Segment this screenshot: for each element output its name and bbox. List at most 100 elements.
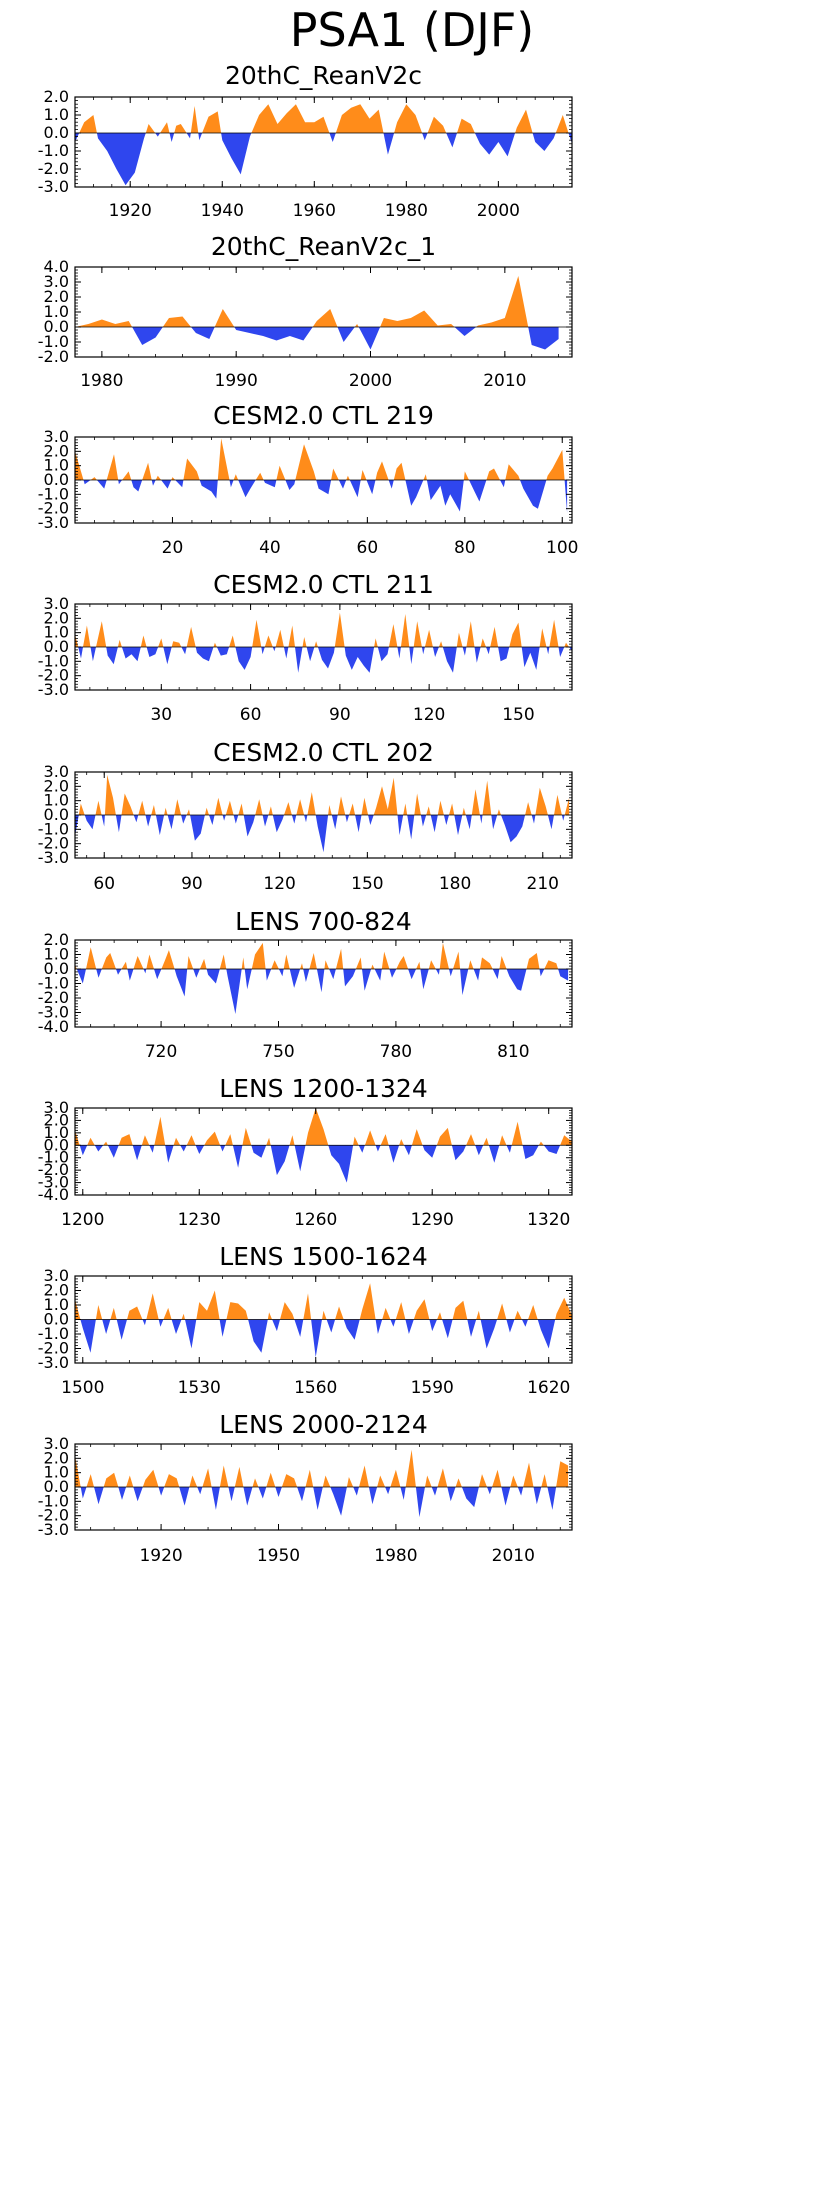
ytick-label: -4.0 xyxy=(38,1185,69,1204)
chart-panel: 20thC_ReanV2c_1 4.03.02.01.00.0-1.0-2.0 19… xyxy=(38,232,573,391)
ytick-label: 2.0 xyxy=(44,608,69,627)
xtick-label: 60 xyxy=(357,538,379,558)
xtick-label: 90 xyxy=(329,705,351,725)
xtick-label: 60 xyxy=(240,705,262,725)
ytick-label: 2.0 xyxy=(44,776,69,795)
ytick-label: -3.0 xyxy=(38,1353,69,1372)
xtick-label: 1920 xyxy=(109,201,152,221)
panel-title: CESM2.0 CTL 211 xyxy=(213,570,434,599)
negative-area xyxy=(75,815,570,853)
chart-panel: CESM2.0 CTL 219 3.02.01.00.0-1.0-2.0-3.0 2… xyxy=(38,401,579,558)
ytick-label: 2.0 xyxy=(44,287,69,306)
ytick-label: -3.0 xyxy=(38,680,69,699)
ytick-label: 2.0 xyxy=(44,441,69,460)
ytick-label: 2.0 xyxy=(44,87,69,106)
ytick-label: -1.0 xyxy=(38,332,69,351)
ytick-label: 2.0 xyxy=(44,1110,69,1129)
ytick-label: -1.0 xyxy=(38,974,69,993)
xtick-label: 120 xyxy=(413,705,445,725)
positive-area xyxy=(75,104,572,133)
ytick-label: 2.0 xyxy=(44,930,69,949)
ytick-label: 3.0 xyxy=(44,1434,69,1453)
negative-area xyxy=(75,1487,569,1518)
positive-area xyxy=(75,438,568,480)
ytick-label: 4.0 xyxy=(44,257,69,276)
ytick-label: 1.0 xyxy=(44,105,69,124)
xtick-label: 1920 xyxy=(139,1546,182,1566)
ytick-label: -3.0 xyxy=(38,513,69,532)
ytick-label: 2.0 xyxy=(44,1448,69,1467)
chart-panel: 20thC_ReanV2c 2.01.00.0-1.0-2.0-3.0 1920 19… xyxy=(38,61,573,221)
xtick-label: 1990 xyxy=(215,371,258,391)
ytick-label: 0.0 xyxy=(44,470,69,489)
ytick-label: 2.0 xyxy=(44,1281,69,1300)
xtick-label: 80 xyxy=(454,538,476,558)
ytick-label: 1.0 xyxy=(44,1295,69,1314)
ytick-label: 1.0 xyxy=(44,1463,69,1482)
xtick-label: 150 xyxy=(502,705,534,725)
xtick-label: 1980 xyxy=(385,201,428,221)
ytick-label: 1.0 xyxy=(44,791,69,810)
ytick-label: -1.0 xyxy=(38,1491,69,1510)
ytick-label: -3.0 xyxy=(38,848,69,867)
ytick-label: 0.0 xyxy=(44,959,69,978)
panel-title: CESM2.0 CTL 202 xyxy=(213,738,434,767)
ytick-label: 1.0 xyxy=(44,456,69,475)
ytick-label: 0.0 xyxy=(44,1135,69,1154)
positive-area xyxy=(75,774,570,815)
negative-area xyxy=(75,1319,572,1358)
xtick-label: 120 xyxy=(263,874,295,894)
chart-panel: CESM2.0 CTL 202 3.02.01.00.0-1.0-2.0-3.0 6… xyxy=(38,738,573,894)
xtick-label: 810 xyxy=(497,1042,529,1062)
xtick-label: 2010 xyxy=(483,371,526,391)
positive-area xyxy=(75,1449,569,1487)
chart-panel: LENS 1200-1324 3.02.01.00.0-1.0-2.0-3.0-4… xyxy=(38,1074,573,1230)
plot-frame xyxy=(74,1107,573,1196)
xtick-label: 1590 xyxy=(411,1378,454,1398)
ytick-label: -2.0 xyxy=(38,988,69,1007)
panel-title: LENS 700-824 xyxy=(235,907,412,936)
chart-panel: LENS 1500-1624 3.02.01.00.0-1.0-2.0-3.0 15… xyxy=(38,1242,573,1398)
chart-panel: LENS 2000-2124 3.02.01.00.0-1.0-2.0-3.0 19… xyxy=(38,1410,573,1566)
ytick-label: -1.0 xyxy=(38,651,69,670)
ytick-label: 0.0 xyxy=(44,1310,69,1329)
negative-area xyxy=(75,133,572,186)
ytick-label: 0.0 xyxy=(44,637,69,656)
ytick-label: 1.0 xyxy=(44,945,69,964)
xtick-label: 780 xyxy=(380,1042,412,1062)
negative-area xyxy=(75,647,572,673)
xtick-label: 1620 xyxy=(527,1378,570,1398)
panel-title: 20thC_ReanV2c xyxy=(225,61,422,90)
xtick-label: 1950 xyxy=(257,1546,300,1566)
xtick-label: 2000 xyxy=(477,201,520,221)
ytick-label: 3.0 xyxy=(44,762,69,781)
xtick-label: 1530 xyxy=(178,1378,221,1398)
ytick-label: -1.0 xyxy=(38,484,69,503)
ytick-label: -2.0 xyxy=(38,1506,69,1525)
ytick-label: -2.0 xyxy=(38,1339,69,1358)
ytick-label: 3.0 xyxy=(44,272,69,291)
ytick-label: -2.0 xyxy=(38,499,69,518)
negative-area xyxy=(75,969,569,1014)
ytick-label: -1.0 xyxy=(38,1324,69,1343)
ytick-label: -1.0 xyxy=(38,819,69,838)
xtick-label: 40 xyxy=(259,538,281,558)
panel-title: LENS 2000-2124 xyxy=(219,1410,428,1439)
xtick-label: 2000 xyxy=(349,371,392,391)
xtick-label: 1960 xyxy=(293,201,336,221)
xtick-label: 1940 xyxy=(201,201,244,221)
panel-title: CESM2.0 CTL 219 xyxy=(213,401,434,430)
xtick-label: 720 xyxy=(145,1042,177,1062)
xtick-label: 1560 xyxy=(294,1378,337,1398)
xtick-label: 2010 xyxy=(492,1546,535,1566)
ytick-label: -3.0 xyxy=(38,177,69,196)
ytick-label: -3.0 xyxy=(38,1520,69,1539)
positive-area xyxy=(75,942,569,969)
plot-frame xyxy=(74,266,573,358)
xtick-label: 1320 xyxy=(527,1210,570,1230)
xtick-label: 210 xyxy=(527,874,559,894)
ytick-label: 3.0 xyxy=(44,594,69,613)
ytick-label: -2.0 xyxy=(38,666,69,685)
xtick-label: 150 xyxy=(351,874,383,894)
